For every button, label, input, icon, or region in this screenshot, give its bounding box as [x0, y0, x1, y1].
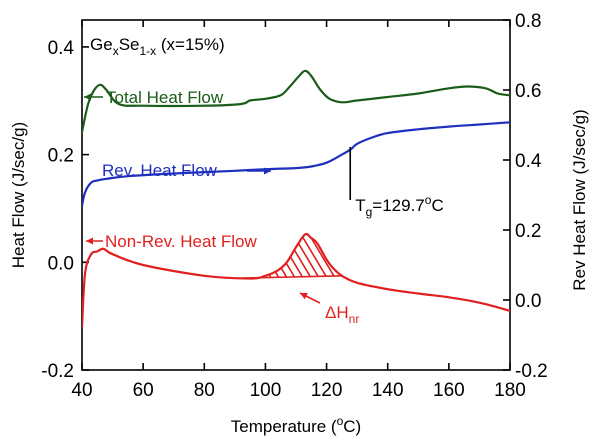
x-tick-label: 120 — [311, 380, 343, 401]
nonrev-heat-flow-label: Non-Rev. Heat Flow — [105, 232, 258, 251]
hatch-line — [291, 234, 338, 279]
hatch-line — [460, 219, 505, 294]
x-tick-label: 160 — [433, 380, 465, 401]
y2-tick-label: 0.0 — [515, 291, 541, 312]
x-tick-label: 80 — [194, 380, 215, 401]
y2-tick-label: 0.2 — [515, 221, 541, 242]
y2-axis-label: Rev Heat Flow (J/sec/g) — [570, 109, 589, 290]
hatch-line — [188, 219, 233, 294]
hatch-line — [299, 234, 342, 279]
series-lines — [82, 69, 510, 328]
y-tick-label: 0.2 — [48, 146, 74, 167]
hatch-line — [380, 219, 425, 294]
x-tick-label: 180 — [494, 380, 526, 401]
hatch-line — [396, 219, 441, 294]
tg-label: Tg=129.7oC — [355, 193, 444, 219]
hatch-line — [196, 219, 241, 294]
y2-tick-label: 0.6 — [515, 81, 541, 102]
hatch-line — [348, 219, 393, 294]
y-tick-label: 0.0 — [48, 253, 74, 274]
total-heat-flow-label: Total Heat Flow — [106, 88, 224, 107]
nonrev-label-arrow-head — [86, 237, 93, 245]
delta-h-label: ΔHnr — [325, 303, 359, 326]
hatch-line — [404, 219, 449, 294]
y-tick-label: 0.4 — [48, 38, 75, 59]
x-tick-label: 100 — [250, 380, 282, 401]
hatch-line — [420, 219, 465, 294]
hatch-line — [116, 219, 161, 294]
hatch-line — [244, 234, 282, 279]
hatch-line — [92, 219, 137, 294]
y2-tick-label: -0.2 — [515, 361, 548, 382]
plot-frame — [81, 19, 511, 371]
hatch-line — [244, 234, 250, 279]
nonrev-heat-flow-line — [82, 232, 510, 328]
y-axis-ticks: -0.2 0.0 0.2 0.4 — [41, 38, 89, 382]
chart-title: GexSe1-x (x=15%) — [90, 35, 225, 58]
hatch-line — [331, 234, 342, 279]
hatch-line — [172, 219, 217, 294]
y2-tick-label: 0.8 — [515, 11, 541, 32]
hatch-line — [372, 219, 417, 294]
hatch-line — [124, 219, 169, 294]
y-tick-label: -0.2 — [41, 361, 74, 382]
hatch-line — [412, 219, 457, 294]
delta-h-hatch — [92, 219, 505, 294]
hatch-line — [132, 219, 177, 294]
hatch-line — [388, 219, 433, 294]
y2-axis-ticks: -0.2 0.0 0.2 0.4 0.6 0.8 — [503, 11, 548, 382]
hatch-line — [244, 234, 274, 279]
hatch-line — [428, 219, 473, 294]
hatch-line — [452, 219, 497, 294]
nonrev-shaded-area — [92, 219, 505, 294]
y-axis-label: Heat Flow (J/sec/g) — [9, 122, 28, 268]
delta-h-arrow-head — [300, 293, 308, 300]
hatch-line — [244, 234, 290, 279]
rev-heat-flow-label: Rev. Heat Flow — [102, 161, 218, 180]
hatch-line — [283, 234, 330, 279]
total-label-arrow-head — [84, 93, 91, 101]
x-axis-label: Temperature (oC) — [231, 414, 361, 436]
y2-tick-label: 0.4 — [515, 151, 542, 172]
x-tick-label: 40 — [71, 380, 92, 401]
hatch-line — [148, 219, 193, 294]
hatch-line — [244, 234, 266, 279]
hatch-line — [140, 219, 185, 294]
hatch-line — [444, 219, 489, 294]
hatch-line — [275, 234, 322, 279]
hatch-line — [244, 234, 258, 279]
hatch-line — [164, 219, 209, 294]
total-heat-flow-line — [82, 69, 510, 134]
rev-heat-flow-line — [82, 121, 510, 207]
annotations: Total Heat Flow Rev. Heat Flow Non-Rev. He… — [84, 88, 444, 326]
x-tick-label: 140 — [372, 380, 404, 401]
hatch-line — [108, 219, 153, 294]
hatch-line — [436, 219, 481, 294]
x-axis-ticks: 40 60 80 100 120 140 160 180 — [71, 20, 526, 401]
hatch-line — [364, 219, 409, 294]
rev-label-arrow-head — [264, 167, 271, 175]
hatch-line — [100, 219, 145, 294]
hatch-line — [156, 219, 201, 294]
x-tick-label: 60 — [133, 380, 154, 401]
hatch-line — [180, 219, 225, 294]
